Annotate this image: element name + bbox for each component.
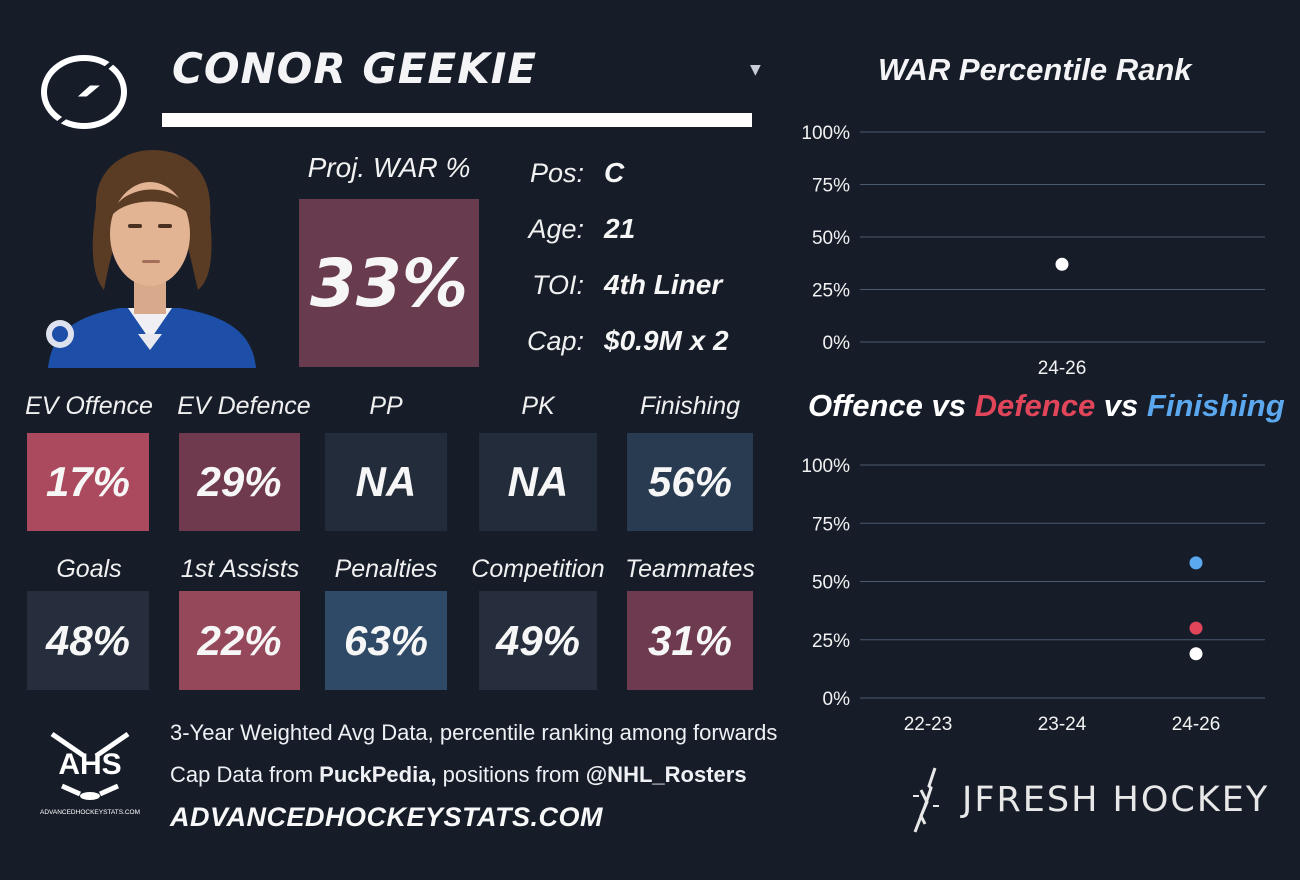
projected-war-box: 33%: [299, 199, 479, 367]
stat-value: 22%: [197, 616, 282, 664]
player-select-chevron-icon[interactable]: ▼: [750, 62, 761, 78]
stat-value: 56%: [647, 458, 733, 505]
hockey-stick-logo-icon: [913, 767, 939, 833]
title-offence: Offence: [808, 388, 923, 423]
stat-label-penalties: Penalties: [334, 555, 438, 583]
data-point-offence: [1189, 647, 1203, 661]
info-value: $0.9M x 2: [604, 325, 729, 356]
footer-sources: Cap Data from PuckPedia, positions from …: [170, 762, 747, 788]
info-value: C: [604, 157, 625, 188]
stat-box-ev-offence: 17%: [27, 433, 149, 531]
stat-box-pp: NA: [325, 433, 447, 531]
info-label: Pos:: [529, 157, 584, 188]
info-row-age: Age: 21: [520, 209, 780, 249]
ahs-logo-subtext: ADVANCEDHOCKEYSTATS.COM: [40, 809, 140, 816]
y-tick-label: 50%: [812, 228, 850, 249]
website-link[interactable]: ADVANCEDHOCKEYSTATS.COM: [170, 802, 604, 832]
stat-box-finishing: 56%: [627, 433, 753, 531]
stat-box-competition: 49%: [479, 591, 597, 690]
data-point-war: [1055, 257, 1069, 271]
stat-value: NA: [507, 458, 569, 505]
stat-box-1st-assists: 22%: [179, 591, 300, 690]
y-tick-label: 75%: [812, 176, 850, 197]
stat-value: NA: [355, 458, 417, 505]
stat-box-penalties: 63%: [325, 591, 447, 690]
ahs-logo-icon: AHS ADVANCEDHOCKEYSTATS.COM: [40, 731, 140, 816]
team-logo-icon: [41, 38, 140, 136]
y-tick-label: 100%: [801, 456, 850, 477]
y-tick-label: 25%: [812, 631, 850, 652]
stat-label-teammates: Teammates: [625, 555, 755, 583]
data-point-defence: [1189, 621, 1203, 635]
x-tick-label: 23-24: [1038, 714, 1087, 735]
stat-value: 49%: [495, 616, 581, 664]
title-vs: vs: [1095, 388, 1147, 423]
stat-label-pk: PK: [521, 392, 555, 420]
info-label: Age:: [528, 213, 584, 244]
footer-data-note: 3-Year Weighted Avg Data, percentile ran…: [170, 720, 778, 745]
info-label: Cap:: [526, 325, 584, 356]
stat-label-pp: PP: [369, 392, 403, 420]
stat-label-1st-assists: 1st Assists: [180, 555, 300, 583]
stat-box-ev-defence: 29%: [179, 433, 300, 531]
offence-defence-finishing-chart: 100% 75% 50% 25% 0% 22-23 23-24 24-26: [801, 456, 1265, 735]
stat-value: 48%: [45, 616, 131, 664]
info-row-toi: TOI: 4th Liner: [520, 265, 780, 305]
war-chart-title: WAR Percentile Rank: [878, 52, 1192, 87]
player-headshot: [46, 150, 256, 368]
x-tick-label: 24-26: [1038, 358, 1087, 379]
y-tick-label: 0%: [823, 333, 851, 354]
stat-label-ev-defence: EV Defence: [177, 392, 311, 420]
projected-war-value: 33%: [310, 244, 468, 322]
stat-box-goals: 48%: [27, 591, 149, 690]
war-percentile-chart: 100% 75% 50% 25% 0% 24-26: [801, 123, 1265, 379]
source-nhl-rosters-link[interactable]: @NHL_Rosters: [585, 762, 747, 787]
stat-value: 31%: [647, 616, 733, 664]
stat-box-pk: NA: [479, 433, 597, 531]
info-value: 4th Liner: [604, 269, 723, 300]
x-tick-label: 24-26: [1172, 714, 1221, 735]
player-name: CONOR GEEKIE: [172, 44, 538, 93]
jfresh-hockey-brand: JFRESH HOCKEY: [962, 780, 1270, 820]
stat-box-teammates: 31%: [627, 591, 753, 690]
stat-label-goals: Goals: [56, 555, 122, 583]
footer-middle: positions from: [436, 762, 586, 787]
stat-label-competition: Competition: [471, 555, 605, 583]
y-tick-label: 100%: [801, 123, 850, 144]
name-underline: [162, 113, 752, 127]
y-tick-label: 50%: [812, 573, 850, 594]
title-defence: Defence: [974, 388, 1096, 423]
stat-value: 29%: [197, 458, 282, 505]
source-puckpedia-link[interactable]: PuckPedia,: [319, 762, 437, 787]
info-label: TOI:: [531, 269, 584, 300]
title-finishing: Finishing: [1146, 388, 1285, 423]
ahs-logo-text: AHS: [58, 748, 121, 781]
info-row-position: Pos: C: [520, 153, 780, 193]
stat-label-ev-offence: EV Offence: [25, 392, 153, 420]
projected-war-label: Proj. WAR %: [307, 152, 471, 183]
info-row-cap: Cap: $0.9M x 2: [520, 321, 780, 361]
footer-prefix: Cap Data from: [170, 762, 320, 787]
x-tick-label: 22-23: [904, 714, 953, 735]
y-tick-label: 0%: [823, 689, 851, 710]
stat-value: 63%: [343, 616, 429, 664]
info-value: 21: [604, 213, 636, 244]
stat-value: 17%: [45, 458, 131, 505]
stat-label-finishing: Finishing: [639, 392, 741, 420]
y-tick-label: 75%: [812, 514, 850, 535]
data-point-finishing: [1189, 556, 1203, 570]
y-tick-label: 25%: [812, 281, 850, 302]
ovdvf-chart-title: Offence vs Defence vs Finishing: [808, 388, 1285, 424]
title-vs: vs: [922, 388, 975, 423]
